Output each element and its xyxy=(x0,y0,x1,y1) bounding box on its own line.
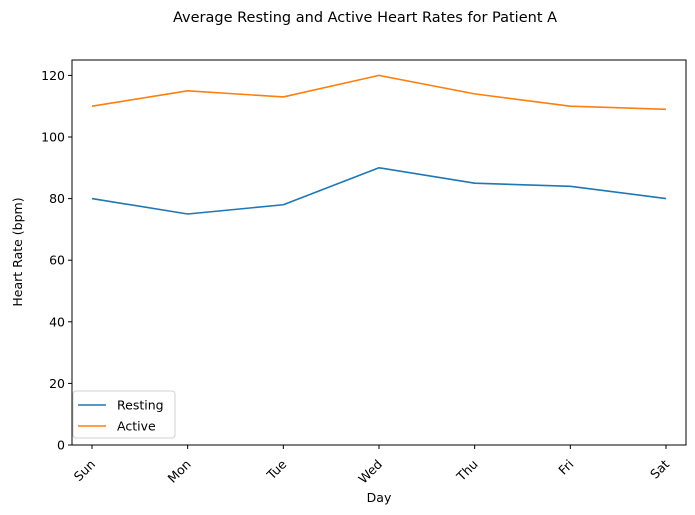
series-lines xyxy=(91,74,667,215)
legend-label-active: Active xyxy=(117,419,156,434)
x-axis-label: Day xyxy=(367,490,392,505)
y-tick-label: 120 xyxy=(41,68,65,83)
plot-frame xyxy=(71,59,687,446)
y-tick-label: 0 xyxy=(57,438,65,453)
x-tick-label: Thu xyxy=(453,457,481,485)
x-tick-label: Fri xyxy=(555,457,576,478)
x-tick-label: Mon xyxy=(165,457,194,486)
legend-label-resting: Resting xyxy=(117,398,164,413)
y-axis: 0 20 40 60 80 100 120 xyxy=(41,68,72,453)
x-tick-label: Sun xyxy=(71,457,98,484)
legend: Resting Active xyxy=(72,390,176,439)
y-tick-label: 40 xyxy=(49,314,65,329)
x-axis: Sun Mon Tue Wed Thu Fri Sat xyxy=(71,445,672,486)
y-tick-label: 100 xyxy=(41,130,65,145)
y-axis-label: Heart Rate (bpm) xyxy=(10,197,25,306)
series-line-resting xyxy=(91,167,667,215)
chart-title: Average Resting and Active Heart Rates f… xyxy=(173,10,557,26)
x-tick-label: Wed xyxy=(355,457,385,487)
x-tick-label: Tue xyxy=(263,456,290,483)
y-tick-label: 20 xyxy=(49,376,65,391)
series-line-active xyxy=(91,74,667,111)
y-tick-label: 60 xyxy=(49,253,65,268)
y-tick-label: 80 xyxy=(49,191,65,206)
x-tick-label: Sat xyxy=(647,456,672,481)
